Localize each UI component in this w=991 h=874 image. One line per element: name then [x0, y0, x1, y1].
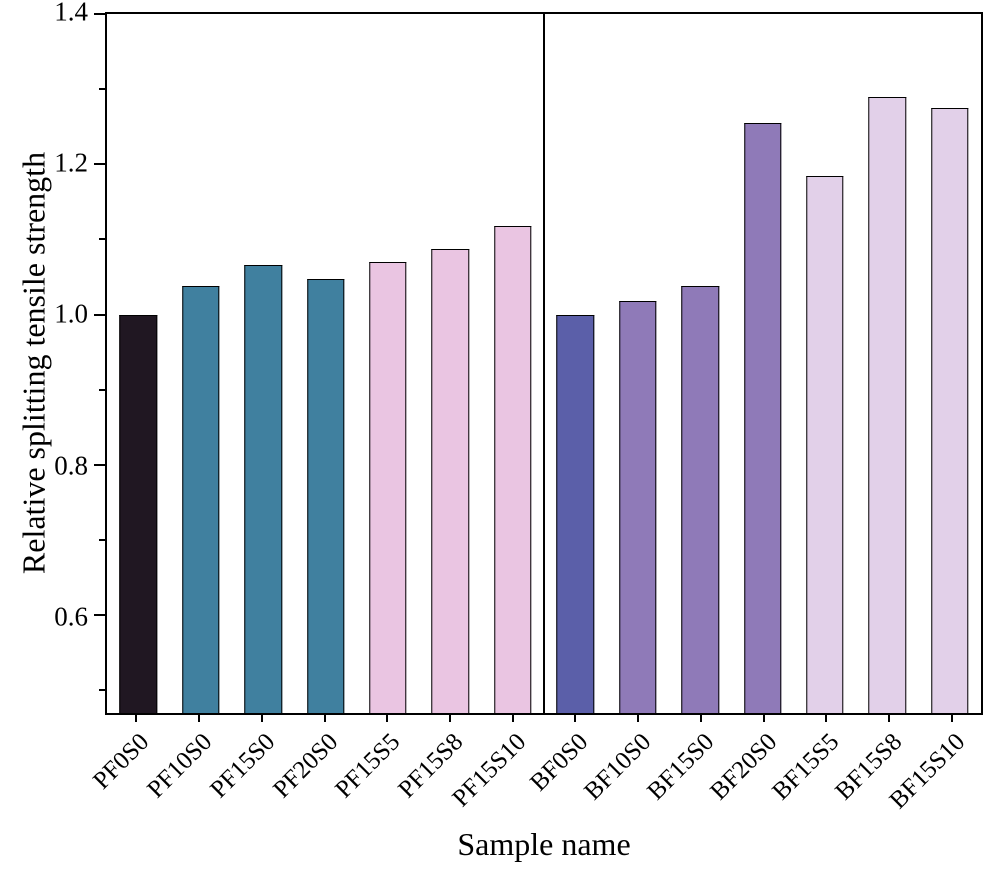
x-tick [699, 715, 702, 722]
bar-PF15S10 [494, 225, 532, 713]
x-tick [386, 715, 389, 722]
y-major-tick [94, 163, 105, 166]
y-minor-tick [99, 238, 105, 241]
x-tick [135, 715, 138, 722]
y-tick-label: 1.0 [54, 298, 88, 329]
y-major-tick [94, 13, 105, 15]
x-axis-tick-labels: PF0S0 PF10S0 PF15S0 PF20S0 PF15S5 PF15S8 PF15S… [88, 715, 983, 845]
bar-PF20S0 [306, 278, 345, 713]
bar-PF15S8 [431, 248, 470, 713]
y-minor-tick [99, 539, 105, 542]
x-tick [762, 715, 765, 722]
bar-BF15S10 [931, 107, 969, 713]
bar-BF20S0 [743, 122, 782, 713]
y-minor-tick [99, 689, 105, 692]
bar-BF0S0 [556, 314, 594, 713]
bar-BF15S5 [806, 175, 844, 713]
x-tick [637, 715, 640, 722]
group-divider-line [543, 14, 545, 713]
y-axis-tick-labels: 0.6 0.8 1.0 1.2 1.4 [0, 0, 88, 715]
x-tick [825, 715, 828, 722]
y-minor-tick [99, 388, 105, 391]
x-tick [950, 715, 953, 722]
x-tick [260, 715, 263, 722]
x-tick [511, 715, 514, 722]
y-tick-label: 0.6 [54, 601, 88, 632]
y-tick-label: 1.4 [54, 0, 88, 27]
x-tick [323, 715, 326, 722]
x-tick [887, 715, 890, 722]
bar-PF0S0 [119, 314, 157, 713]
x-tick [448, 715, 451, 722]
y-major-tick [94, 313, 105, 316]
bar-PF10S0 [181, 286, 220, 713]
bar-BF10S0 [618, 301, 657, 713]
y-tick-label: 1.2 [54, 147, 88, 178]
y-minor-tick [99, 88, 105, 91]
x-tick [574, 715, 577, 722]
x-tick [198, 715, 201, 722]
y-tick-label: 0.8 [54, 450, 88, 481]
bar-PF15S0 [244, 265, 282, 713]
y-major-tick [94, 463, 105, 466]
bar-BF15S8 [868, 96, 907, 713]
bar-PF15S5 [369, 262, 407, 713]
plot-area [94, 12, 983, 715]
bar-BF15S0 [681, 286, 719, 713]
x-axis-title: Sample name [457, 826, 631, 862]
y-major-tick [94, 614, 105, 617]
